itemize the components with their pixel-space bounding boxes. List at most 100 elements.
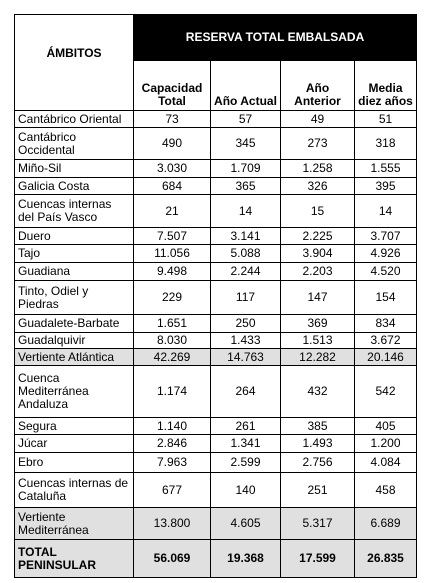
cell-value: 3.141 — [210, 227, 281, 245]
cell-value: 3.672 — [353, 332, 418, 349]
subtotal-row: Vertiente Mediterránea 13.800 4.605 5.317 6.… — [14, 507, 418, 540]
table-title: RESERVA TOTAL EMBALSADA — [132, 14, 418, 61]
column-header: Año Anterior — [280, 60, 355, 111]
cell-value: 1.493 — [280, 434, 355, 453]
column-header-row: Capacidad Total Año Actual Año Anterior Med… — [15, 60, 418, 111]
row-label: Cuencas internas del País Vasco — [14, 194, 134, 228]
row-label: Júcar — [14, 434, 134, 453]
row-label: TOTAL PENINSULAR — [14, 539, 134, 578]
cell-value: 369 — [280, 314, 355, 333]
data-row: Cuencas internas del País Vasco 21 14 15 14 — [14, 194, 418, 228]
first-column-header: ÁMBITOS — [14, 14, 134, 111]
cell-value: 3.030 — [133, 159, 211, 178]
cell-value: 11.056 — [133, 244, 211, 263]
cell-value: 2.225 — [280, 227, 355, 245]
row-label: Cuenca Mediterránea Andaluza — [14, 365, 134, 418]
cell-value: 9.498 — [133, 262, 211, 281]
cell-value: 2.244 — [210, 262, 281, 281]
row-label: Galicia Costa — [14, 177, 134, 195]
cell-value: 42.269 — [133, 348, 211, 366]
cell-value: 3.904 — [280, 244, 355, 263]
cell-value: 1.200 — [353, 434, 418, 453]
cell-value: 250 — [210, 314, 281, 333]
cell-value: 405 — [353, 417, 418, 435]
cell-value: 5.088 — [210, 244, 281, 263]
row-label: Cuencas internas de Cataluña — [14, 472, 134, 508]
cell-value: 2.756 — [280, 452, 355, 473]
cell-value: 8.030 — [133, 332, 211, 349]
data-row: Galicia Costa 684 365 326 395 — [14, 177, 418, 195]
cell-value: 154 — [353, 280, 418, 315]
data-row: Guadalquivir 8.030 1.433 1.513 3.672 — [14, 332, 418, 349]
data-row: Cantábrico Oriental 73 57 49 51 — [14, 110, 418, 128]
cell-value: 57 — [210, 110, 281, 128]
data-row: Tinto, Odiel y Piedras 229 117 147 154 — [14, 280, 418, 315]
data-row: Júcar 2.846 1.341 1.493 1.200 — [14, 434, 418, 453]
cell-value: 4.926 — [353, 244, 418, 263]
cell-value: 21 — [133, 194, 211, 228]
cell-value: 251 — [280, 472, 355, 508]
cell-value: 2.203 — [280, 262, 355, 281]
data-row: Guadalete-Barbate 1.651 250 369 834 — [14, 314, 418, 333]
cell-value: 20.146 — [353, 348, 418, 366]
cell-value: 1.709 — [210, 159, 281, 178]
cell-value: 4.084 — [353, 452, 418, 473]
row-label: Tinto, Odiel y Piedras — [14, 280, 134, 315]
table-body: Cantábrico Oriental 73 57 49 51 Cantábrico Oc… — [14, 110, 418, 578]
cell-value: 1.555 — [353, 159, 418, 178]
cell-value: 365 — [210, 177, 281, 195]
data-row: Guadiana 9.498 2.244 2.203 4.520 — [14, 262, 418, 281]
grand-total-row: TOTAL PENINSULAR 56.069 19.368 17.599 26.835 — [14, 539, 418, 578]
cell-value: 1.140 — [133, 417, 211, 435]
cell-value: 1.341 — [210, 434, 281, 453]
cell-value: 140 — [210, 472, 281, 508]
cell-value: 2.599 — [210, 452, 281, 473]
cell-value: 1.651 — [133, 314, 211, 333]
cell-value: 73 — [133, 110, 211, 128]
data-row: Miño-Sil 3.030 1.709 1.258 1.555 — [14, 159, 418, 178]
cell-value: 273 — [280, 127, 355, 160]
row-label: Miño-Sil — [14, 159, 134, 178]
reserve-table: ÁMBITOS RESERVA TOTAL EMBALSADA Capacida… — [14, 14, 418, 578]
data-row: Duero 7.507 3.141 2.225 3.707 — [14, 227, 418, 245]
column-header: Media diez años — [353, 60, 418, 111]
cell-value: 15 — [280, 194, 355, 228]
cell-value: 5.317 — [280, 507, 355, 540]
cell-value: 49 — [280, 110, 355, 128]
cell-value: 51 — [353, 110, 418, 128]
cell-value: 385 — [280, 417, 355, 435]
cell-value: 117 — [210, 280, 281, 315]
cell-value: 14.763 — [210, 348, 281, 366]
data-row: Cantábrico Occidental 490 345 273 318 — [14, 127, 418, 160]
cell-value: 12.282 — [280, 348, 355, 366]
cell-value: 345 — [210, 127, 281, 160]
cell-value: 318 — [353, 127, 418, 160]
cell-value: 326 — [280, 177, 355, 195]
row-label: Ebro — [14, 452, 134, 473]
cell-value: 229 — [133, 280, 211, 315]
row-label: Duero — [14, 227, 134, 245]
row-label: Cantábrico Occidental — [14, 127, 134, 160]
row-label: Vertiente Atlántica — [14, 348, 134, 366]
cell-value: 1.258 — [280, 159, 355, 178]
column-header: Capacidad Total — [133, 60, 211, 111]
cell-value: 56.069 — [133, 539, 211, 578]
cell-value: 26.835 — [353, 539, 418, 578]
data-row: Cuenca Mediterránea Andaluza 1.174 264 432 5… — [14, 365, 418, 418]
cell-value: 13.800 — [133, 507, 211, 540]
data-row: Tajo 11.056 5.088 3.904 4.926 — [14, 244, 418, 263]
row-label: Cantábrico Oriental — [14, 110, 134, 128]
cell-value: 17.599 — [280, 539, 355, 578]
cell-value: 4.605 — [210, 507, 281, 540]
row-label: Guadalete-Barbate — [14, 314, 134, 333]
cell-value: 834 — [353, 314, 418, 333]
cell-value: 1.174 — [133, 365, 211, 418]
cell-value: 395 — [353, 177, 418, 195]
cell-value: 147 — [280, 280, 355, 315]
cell-value: 7.963 — [133, 452, 211, 473]
cell-value: 684 — [133, 177, 211, 195]
row-label: Guadiana — [14, 262, 134, 281]
cell-value: 6.689 — [353, 507, 418, 540]
row-label: Vertiente Mediterránea — [14, 507, 134, 540]
subtotal-row: Vertiente Atlántica 42.269 14.763 12.282 20.… — [14, 348, 418, 366]
